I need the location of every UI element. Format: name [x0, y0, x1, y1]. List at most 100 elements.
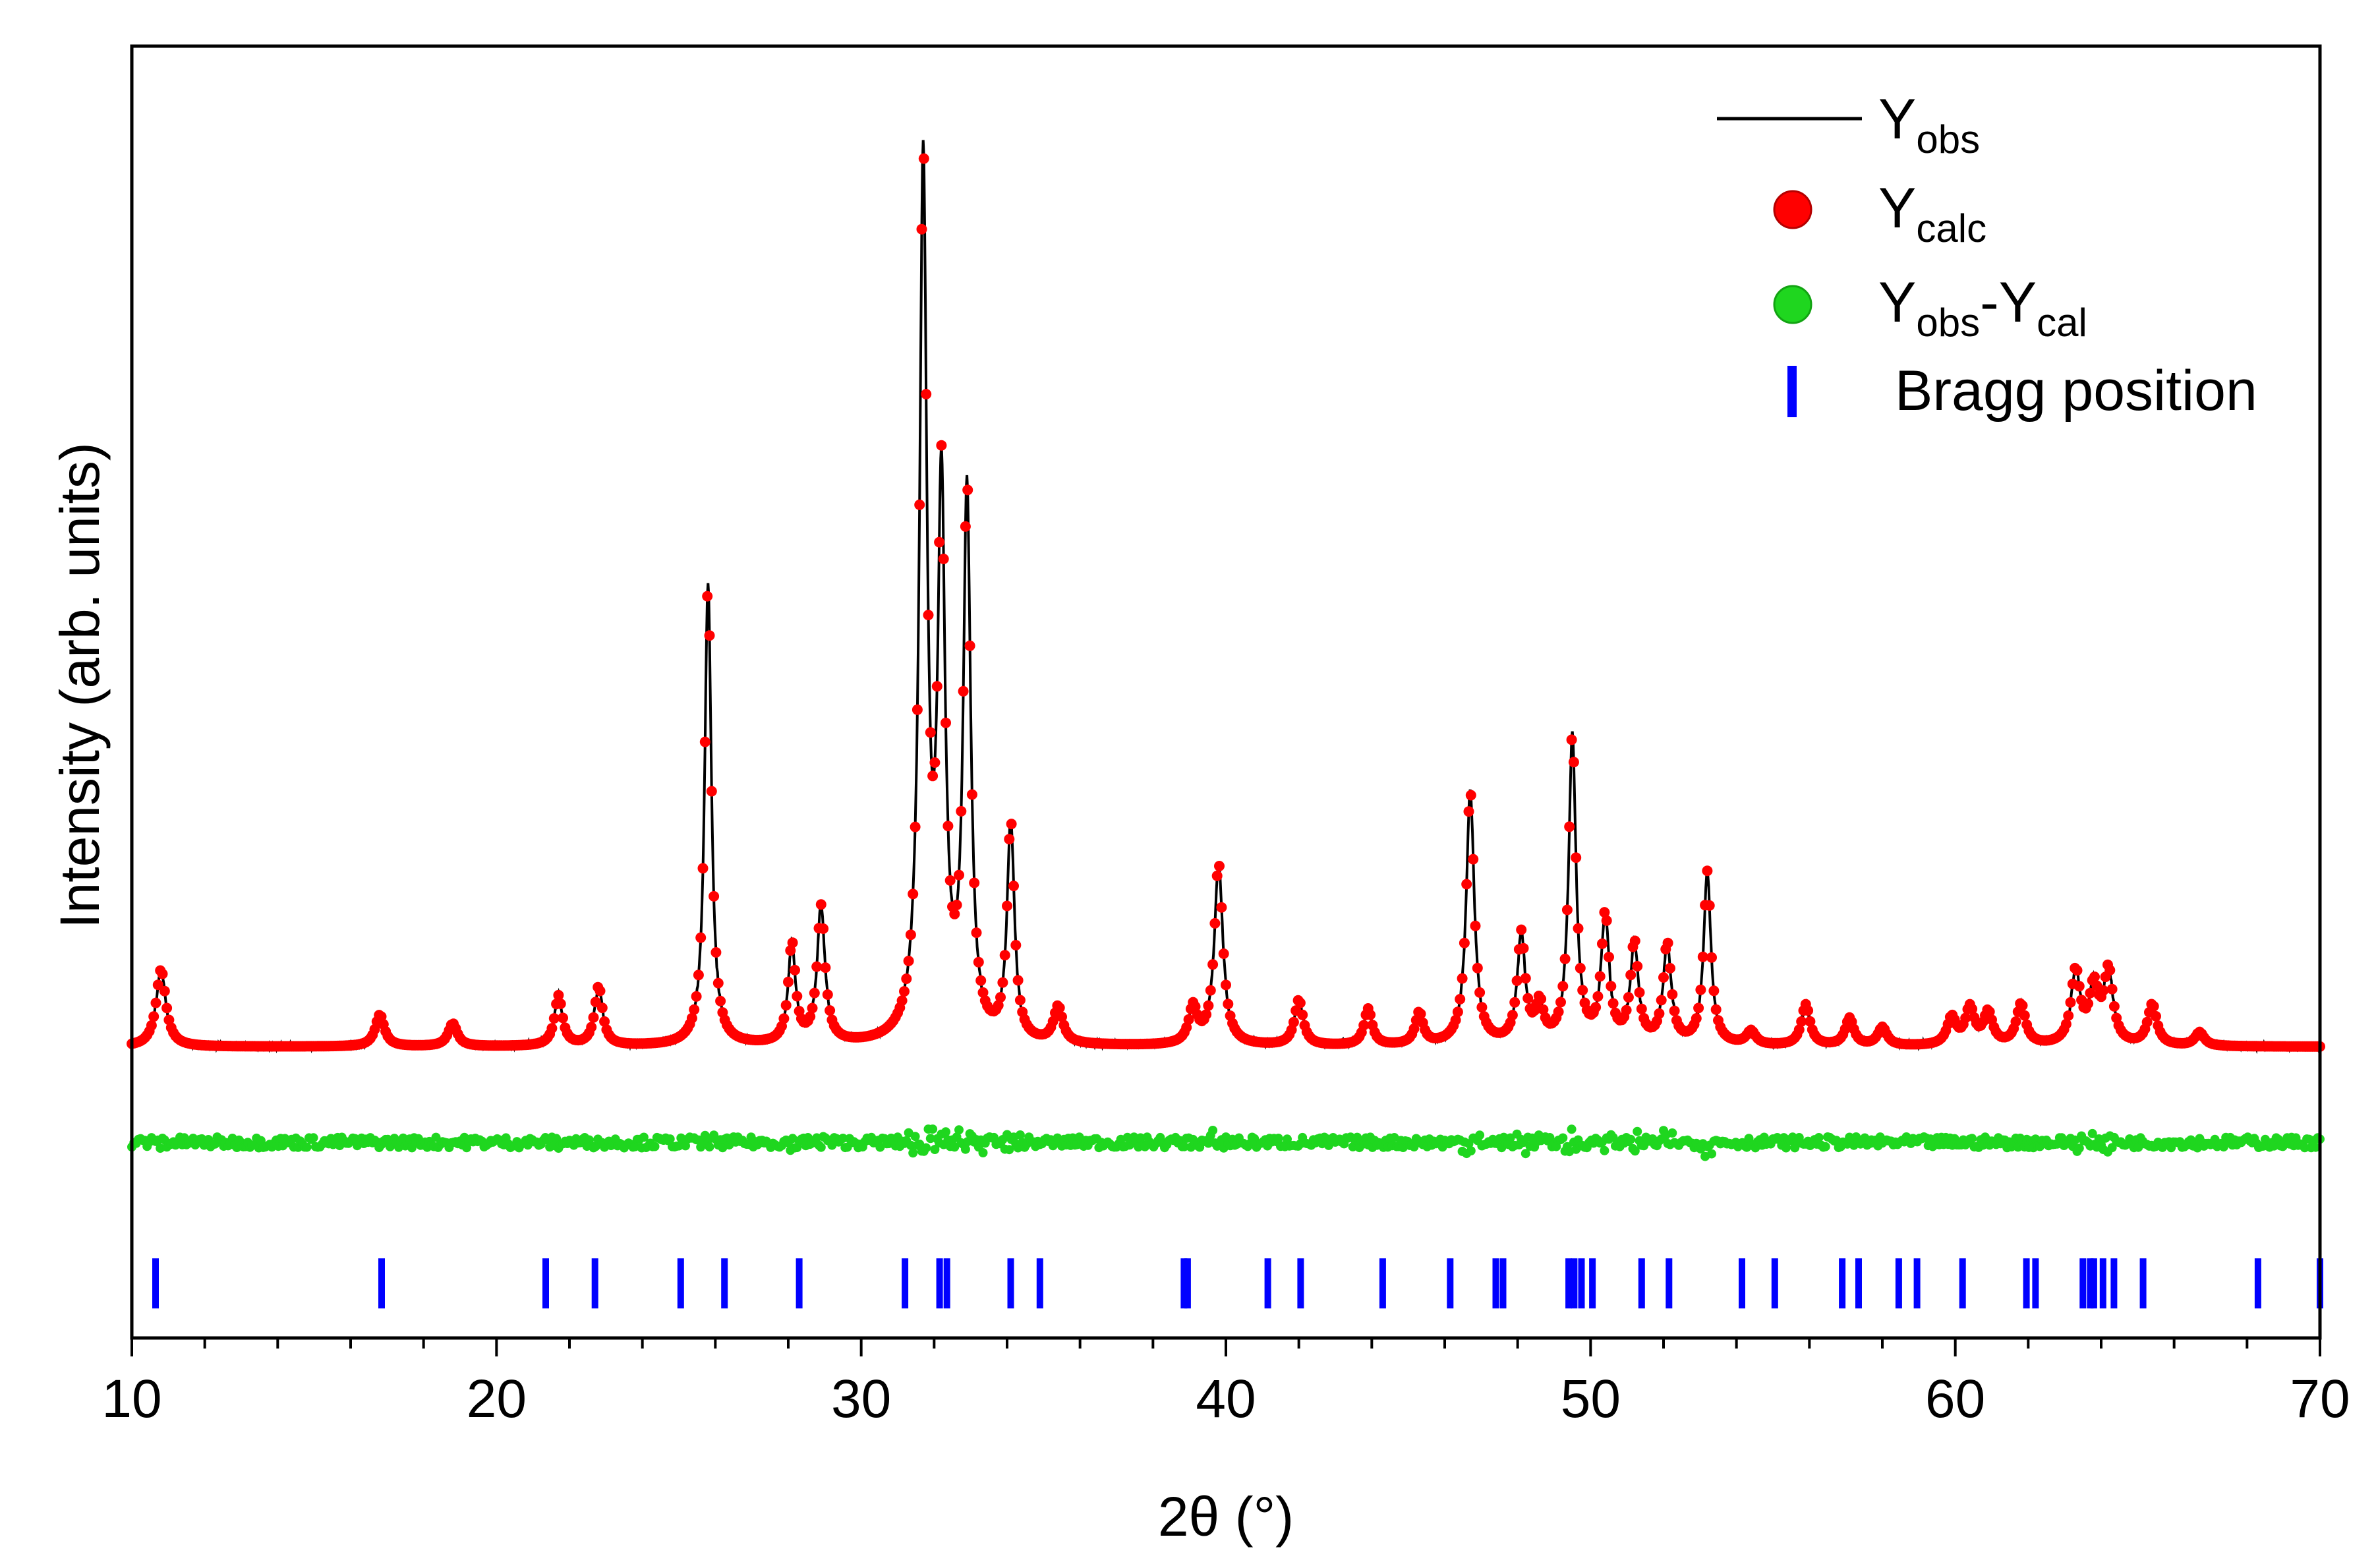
calc-point — [905, 929, 916, 941]
calc-point — [1632, 961, 1643, 972]
bragg-tick — [2079, 1258, 2087, 1309]
bragg-tick — [1036, 1258, 1043, 1309]
bragg-tick — [1839, 1258, 1846, 1309]
bragg-tick — [936, 1258, 943, 1309]
calc-point — [944, 875, 956, 886]
calc-point — [715, 995, 726, 1006]
calc-point — [1209, 917, 1221, 929]
legend-label-observed: Yobs — [1878, 88, 1980, 161]
calc-point — [1205, 985, 1216, 996]
calc-point — [2151, 1010, 2161, 1022]
bragg-tick — [1571, 1258, 1578, 1309]
calc-point — [1706, 952, 1717, 963]
bragg-tick — [1447, 1258, 1454, 1309]
calc-point — [586, 1022, 597, 1033]
calc-point — [1183, 1014, 1194, 1025]
calc-point — [1984, 1006, 1995, 1017]
y-axis-title: Intensity (arb. units) — [49, 442, 111, 929]
calc-point — [942, 821, 954, 832]
bragg-tick — [1589, 1258, 1596, 1309]
x-tick-label: 50 — [1561, 1369, 1621, 1429]
calc-point — [1695, 984, 1706, 995]
calc-point — [1571, 852, 1582, 863]
calc-point — [815, 899, 826, 910]
calc-point — [1012, 975, 1024, 986]
calc-point — [1575, 962, 1586, 973]
diff-point — [941, 1127, 950, 1137]
calc-point — [1008, 881, 1019, 892]
calc-point — [1606, 981, 1617, 992]
calc-point — [934, 537, 945, 548]
calc-point — [811, 961, 823, 972]
calc-point — [1218, 948, 1229, 959]
calc-point — [949, 908, 960, 919]
calc-point — [1697, 951, 1708, 962]
calc-point — [1592, 991, 1604, 1002]
calc-point — [1004, 834, 1015, 845]
calc-point — [2141, 1016, 2153, 1028]
diff-point — [2269, 1141, 2279, 1151]
calc-point — [1474, 987, 1486, 998]
calc-point — [1054, 1002, 1065, 1013]
calc-point — [699, 736, 710, 747]
calc-point — [558, 1012, 568, 1024]
diff-point — [1600, 1146, 1609, 1155]
calc-point — [1181, 1022, 1192, 1033]
bragg-tick — [2087, 1258, 2094, 1309]
calc-point — [146, 1020, 157, 1031]
diff-point — [1967, 1134, 1977, 1144]
calc-point — [1667, 989, 1678, 1000]
bragg-tick — [2090, 1258, 2097, 1309]
calc-point — [964, 640, 975, 651]
bragg-tick — [1492, 1258, 1499, 1309]
calc-point — [1601, 915, 1612, 926]
calc-point — [1006, 819, 1017, 830]
diff-point — [639, 1132, 649, 1142]
calc-point — [148, 1011, 159, 1022]
calc-point — [1564, 821, 1575, 832]
calc-point — [792, 991, 803, 1002]
calc-point — [1577, 985, 1588, 996]
calc-point — [825, 1005, 836, 1016]
calc-point — [2104, 965, 2116, 975]
calc-point — [1465, 790, 1476, 801]
calc-point — [951, 900, 962, 910]
calc-point — [997, 977, 1008, 988]
calc-point — [1452, 1006, 1463, 1018]
calc-point — [691, 991, 702, 1002]
calc-point — [1793, 1024, 1805, 1035]
diff-point — [1466, 1146, 1476, 1155]
calc-point — [941, 717, 951, 728]
calc-point — [2065, 997, 2076, 1008]
calc-point — [1365, 1009, 1376, 1020]
bragg-tick — [2032, 1258, 2039, 1309]
calc-point — [2083, 998, 2094, 1009]
calc-point — [1214, 861, 1225, 871]
diff-point — [665, 1134, 675, 1144]
calc-point — [995, 992, 1006, 1003]
diff-point — [1558, 1133, 1568, 1143]
calc-point — [2060, 1018, 2072, 1030]
bragg-tick — [943, 1258, 950, 1309]
series-layer — [127, 140, 2325, 1309]
calc-point — [1656, 995, 1667, 1006]
calc-point — [1805, 1016, 1816, 1027]
calc-point — [820, 962, 831, 973]
x-tick-label: 10 — [101, 1369, 161, 1429]
diff-point — [1015, 1130, 1025, 1140]
calc-point — [925, 727, 936, 738]
bragg-tick — [1565, 1258, 1573, 1309]
calc-point — [1621, 1004, 1632, 1016]
calc-point — [807, 1002, 818, 1014]
calc-point — [1669, 1005, 1680, 1016]
calc-point — [1604, 952, 1614, 962]
calc-point — [1665, 963, 1675, 973]
calc-point — [1472, 962, 1483, 973]
calc-point — [1288, 1016, 1299, 1028]
bragg-tick — [902, 1258, 909, 1309]
calc-point — [910, 821, 921, 832]
calc-point — [1455, 994, 1466, 1004]
calc-point — [966, 789, 977, 800]
diff-point — [1814, 1133, 1824, 1142]
